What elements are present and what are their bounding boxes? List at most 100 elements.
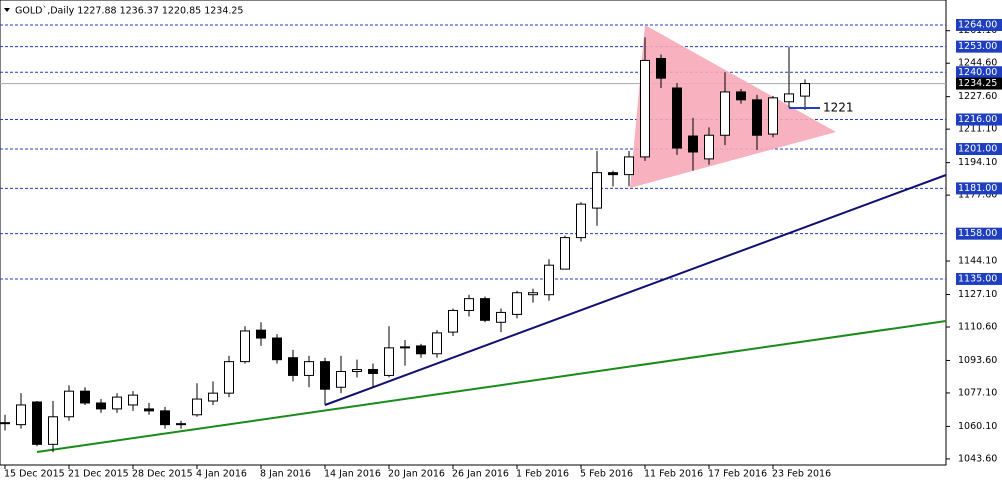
candle-body bbox=[768, 97, 778, 135]
y-tick-label: 1093.60 bbox=[958, 355, 997, 366]
y-tick-label: 1144.10 bbox=[958, 256, 997, 267]
last-price-box bbox=[956, 77, 1002, 90]
candle-body bbox=[752, 99, 762, 136]
candle-body bbox=[608, 172, 618, 176]
candle-body bbox=[80, 390, 90, 404]
candle-body bbox=[128, 394, 138, 406]
candle-body bbox=[256, 329, 266, 339]
y-tick-label: 1077.10 bbox=[958, 387, 997, 398]
candle-body bbox=[16, 404, 26, 426]
candle-body bbox=[448, 309, 458, 333]
chart-title: GOLD`,Daily 1227.88 1236.37 1220.85 1234… bbox=[15, 6, 243, 17]
candle-body bbox=[624, 156, 634, 176]
candle-body bbox=[496, 311, 506, 323]
candle-body bbox=[288, 357, 298, 376]
level-label-box bbox=[956, 66, 1002, 79]
candle-body bbox=[704, 134, 714, 160]
candle-body bbox=[400, 346, 410, 349]
plot-frame bbox=[0, 0, 947, 466]
y-tick-label: 1110.60 bbox=[958, 321, 997, 332]
candle-body bbox=[160, 410, 170, 426]
level-label-box bbox=[956, 40, 1002, 53]
candle-body bbox=[544, 264, 554, 296]
candle-body bbox=[656, 57, 666, 79]
candle-body bbox=[592, 172, 602, 209]
candle-body bbox=[560, 237, 570, 270]
trend-line-navy bbox=[324, 174, 947, 406]
candle-body bbox=[688, 135, 698, 153]
candle-body bbox=[672, 87, 682, 149]
x-tick-label: 14 Jan 2016 bbox=[324, 469, 381, 480]
x-tick-label: 20 Jan 2016 bbox=[388, 469, 445, 480]
candle-body bbox=[240, 330, 250, 363]
candle-body bbox=[576, 203, 586, 239]
y-tick-label: 1244.60 bbox=[958, 58, 997, 69]
x-tick-label: 17 Feb 2016 bbox=[708, 469, 767, 480]
level-label: 1135.00 bbox=[958, 273, 997, 284]
candle-body bbox=[736, 91, 746, 101]
x-tick-label: 28 Dec 2015 bbox=[132, 469, 193, 480]
candle-body bbox=[224, 361, 234, 394]
candle-body bbox=[320, 361, 330, 390]
level-label-box bbox=[956, 19, 1002, 32]
level-label-box bbox=[956, 272, 1002, 285]
y-tick-label: 1177.60 bbox=[958, 190, 997, 201]
level-label-box bbox=[956, 182, 1002, 195]
candle-body bbox=[384, 347, 394, 376]
candle-body bbox=[464, 298, 474, 311]
candle-body bbox=[784, 93, 794, 103]
candle-body bbox=[112, 396, 122, 410]
candle-body bbox=[32, 401, 42, 445]
candle-body bbox=[304, 361, 314, 376]
level-label-box bbox=[956, 227, 1002, 240]
x-tick-label: 23 Feb 2016 bbox=[772, 469, 831, 480]
y-tick-label: 1043.60 bbox=[958, 453, 997, 464]
level-label: 1240.00 bbox=[958, 67, 997, 78]
candle-body bbox=[192, 398, 202, 416]
y-tick-label: 1127.10 bbox=[958, 289, 997, 300]
candle-body bbox=[368, 369, 378, 374]
candle-body bbox=[720, 91, 730, 136]
x-tick-label: 5 Feb 2016 bbox=[580, 469, 633, 480]
level-label-box bbox=[956, 113, 1002, 126]
y-tick-label: 1211.10 bbox=[958, 124, 997, 135]
level-label: 1264.00 bbox=[958, 20, 997, 31]
level-label: 1253.00 bbox=[958, 41, 997, 52]
candle-body bbox=[0, 422, 10, 425]
level-label: 1158.00 bbox=[958, 228, 997, 239]
candle-body bbox=[336, 370, 346, 388]
x-tick-label: 21 Dec 2015 bbox=[68, 469, 129, 480]
candle-body bbox=[272, 337, 282, 361]
candle-body bbox=[96, 402, 106, 410]
x-tick-label: 11 Feb 2016 bbox=[644, 469, 703, 480]
annotation: 1221 bbox=[823, 101, 854, 115]
y-tick-label: 1060.10 bbox=[958, 421, 997, 432]
y-tick-label: 1227.60 bbox=[958, 91, 997, 102]
x-tick-label: 1 Feb 2016 bbox=[516, 469, 569, 480]
trend-line-green bbox=[36, 320, 947, 453]
candle-body bbox=[800, 83, 810, 97]
x-tick-label: 15 Dec 2015 bbox=[4, 469, 65, 480]
menu-arrow bbox=[4, 8, 10, 12]
level-label-box bbox=[956, 143, 1002, 156]
candle-body bbox=[208, 392, 218, 402]
level-label: 1201.00 bbox=[958, 144, 997, 155]
candle-body bbox=[176, 423, 186, 426]
candle-body bbox=[416, 345, 426, 355]
level-label: 1181.00 bbox=[958, 183, 997, 194]
x-tick-label: 8 Jan 2016 bbox=[260, 469, 311, 480]
candle-body bbox=[640, 59, 650, 158]
x-tick-label: 26 Jan 2016 bbox=[452, 469, 509, 480]
candle-body bbox=[352, 369, 362, 372]
last-price-label: 1234.25 bbox=[958, 78, 997, 89]
candle-body bbox=[512, 292, 522, 315]
candle-body bbox=[480, 298, 490, 321]
candle-body bbox=[432, 332, 442, 355]
x-tick-label: 4 Jan 2016 bbox=[196, 469, 247, 480]
candle-body bbox=[48, 416, 58, 445]
y-tick-label: 1194.10 bbox=[958, 157, 997, 168]
candle-body bbox=[64, 390, 74, 418]
candle-body bbox=[144, 408, 154, 412]
level-label: 1216.00 bbox=[958, 114, 997, 125]
